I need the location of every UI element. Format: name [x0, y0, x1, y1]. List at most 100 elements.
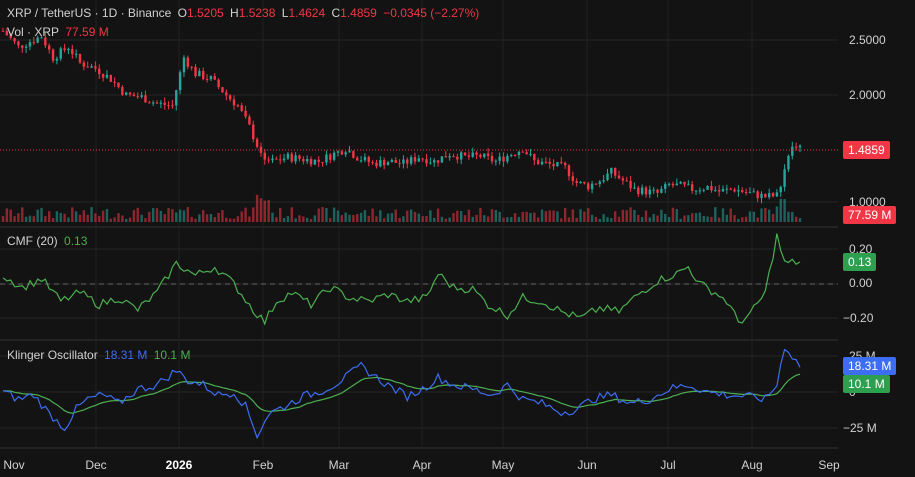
candle-body: [587, 183, 590, 190]
klinger-label: Klinger Oscillator: [7, 348, 98, 362]
volume-bar: [55, 211, 59, 222]
volume-bar: [163, 214, 166, 222]
volume-bar: [175, 212, 178, 222]
volume-bar: [128, 217, 132, 222]
candle-body: [309, 158, 313, 165]
volume-bar: [121, 215, 124, 222]
volume-bar: [348, 214, 351, 222]
candle-body: [375, 162, 378, 167]
volume-bar: [367, 215, 370, 222]
volume-bar: [232, 218, 236, 222]
candle-body: [575, 181, 578, 183]
volume-bar: [429, 210, 432, 222]
candle-body: [783, 169, 786, 187]
low-value: 1.4624: [288, 6, 326, 20]
candle-body: [637, 187, 640, 194]
candle-body: [217, 79, 220, 88]
candle-body: [394, 159, 397, 163]
volume-bar: [105, 209, 109, 222]
volume-bar: [775, 206, 779, 222]
candle-body: [610, 167, 613, 174]
volume-bar: [733, 215, 736, 222]
volume-bar: [202, 210, 205, 222]
volume-bar: [498, 211, 501, 222]
candle-body: [344, 152, 347, 155]
volume-bar: [263, 200, 267, 222]
volume-bar: [679, 218, 682, 222]
candle-body: [710, 185, 713, 191]
cmf-tick-top: 0.20: [849, 242, 873, 256]
volume-bar: [409, 209, 413, 222]
volume-bar: [101, 210, 105, 222]
x-label-jun: Jun: [577, 458, 597, 472]
candle-body: [232, 99, 236, 106]
symbol-legend[interactable]: XRP / TetherUS · 1D · Binance O1.5205 H1…: [7, 6, 482, 20]
cmf-value-tag: 0.13: [843, 253, 877, 271]
candle-body: [390, 159, 394, 163]
volume-bar: [194, 218, 197, 222]
volume-bar: [594, 216, 598, 222]
candle-body: [729, 188, 732, 190]
volume-bar: [667, 216, 671, 222]
price-tick-2-5: 2.5000: [849, 33, 886, 47]
candle-body: [32, 42, 36, 44]
candle-body: [363, 156, 367, 161]
volume-bar: [602, 214, 605, 222]
candle-body: [479, 154, 482, 157]
volume-bar: [510, 217, 513, 222]
volume-bar: [794, 216, 798, 222]
volume-bar: [151, 208, 155, 222]
candle-body: [521, 151, 524, 153]
candle-body: [121, 87, 124, 95]
volume-bar: [417, 213, 421, 222]
x-label-2026: 2026: [165, 458, 193, 472]
volume-bar: [583, 211, 586, 222]
close-value: 1.4859: [340, 6, 377, 20]
klinger-legend[interactable]: Klinger Oscillator 18.31 M 10.1 M: [7, 348, 193, 362]
volume-bar: [51, 217, 55, 222]
volume-bar: [791, 211, 794, 222]
candle-body: [540, 161, 544, 165]
candle-body: [78, 53, 82, 63]
volume-bar: [448, 217, 451, 222]
candle-body: [556, 162, 559, 167]
candle-body: [101, 74, 105, 78]
candle-body: [71, 48, 74, 55]
candle-body: [563, 162, 567, 166]
candle-body: [263, 152, 267, 160]
volume-bar: [459, 211, 463, 222]
volume-bar: [109, 218, 113, 222]
candle-body: [498, 156, 501, 161]
candle-body: [517, 151, 521, 156]
candle-body: [506, 155, 509, 162]
cmf-legend[interactable]: CMF (20) 0.13: [7, 234, 90, 248]
candle-body: [406, 159, 409, 164]
volume-bar: [186, 207, 190, 222]
volume-bar: [302, 216, 305, 222]
symbol-title: XRP / TetherUS · 1D · Binance: [7, 6, 172, 20]
candle-body: [48, 45, 51, 50]
volume-bar: [317, 208, 320, 222]
candle-body: [379, 160, 382, 167]
candle-body: [402, 159, 405, 164]
candle-body: [752, 191, 755, 193]
candle-body: [359, 160, 363, 162]
volume-bar: [148, 211, 151, 222]
candle-body: [579, 181, 582, 183]
candle-body: [194, 66, 197, 77]
x-label-feb: Feb: [252, 458, 274, 472]
volume-bar: [652, 213, 655, 222]
candle-body: [767, 193, 771, 198]
candle-body: [548, 161, 551, 164]
candle-body: [140, 95, 143, 98]
volume-bar: [171, 209, 174, 222]
volume-bar: [67, 217, 70, 222]
candle-body: [444, 156, 447, 158]
volume-legend[interactable]: Vol · XRP 77.59 M: [7, 25, 112, 39]
candle-body: [486, 153, 490, 156]
candle-body: [510, 155, 513, 157]
candle-body: [421, 158, 424, 160]
candle-body: [163, 102, 166, 105]
volume-bar: [28, 215, 32, 222]
